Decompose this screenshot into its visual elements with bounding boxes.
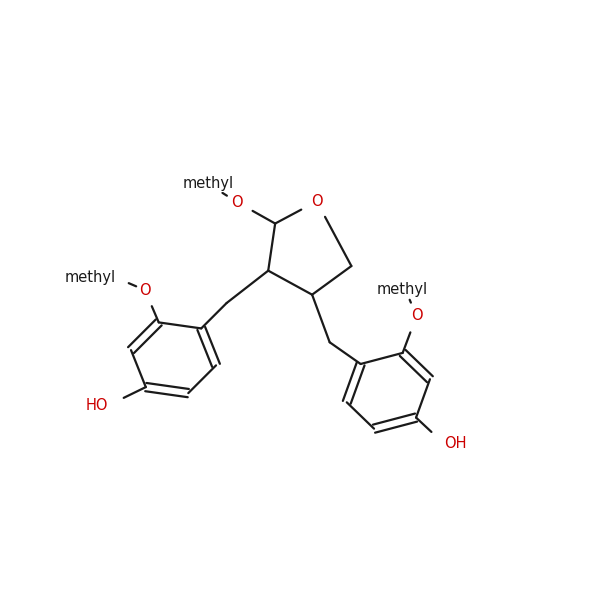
Text: HO: HO [85, 398, 108, 413]
Text: O: O [232, 195, 243, 210]
Text: methyl: methyl [182, 176, 234, 191]
Text: OH: OH [444, 436, 467, 451]
Text: methyl: methyl [377, 282, 428, 297]
Text: methyl: methyl [65, 270, 116, 285]
Text: O: O [139, 283, 151, 298]
Text: O: O [411, 308, 422, 323]
Text: O: O [311, 194, 323, 209]
